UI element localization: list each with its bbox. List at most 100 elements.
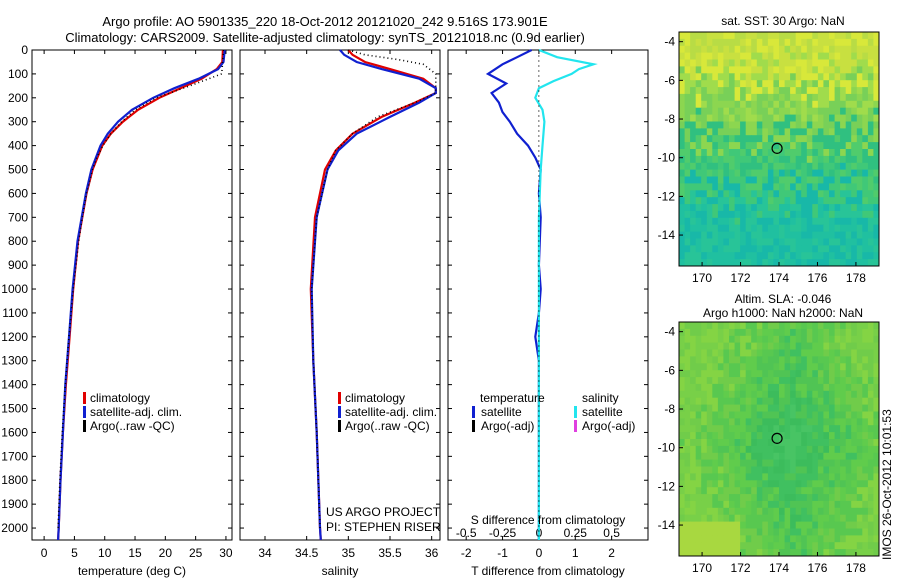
map-cell [690, 342, 697, 350]
map-cell [856, 322, 863, 330]
map-cell [801, 224, 808, 232]
map-cell [767, 542, 774, 550]
map-cell [801, 176, 808, 184]
map-cell [779, 397, 785, 405]
map-cell [745, 335, 752, 344]
map-cell [801, 114, 808, 122]
map-cell [845, 155, 852, 164]
map-cell [751, 356, 758, 364]
map-cell [840, 169, 847, 177]
map-cell [701, 204, 708, 212]
map-cell [740, 252, 747, 260]
map-cell [684, 411, 691, 419]
map-cell [801, 66, 808, 74]
y-tick-label: 2000 [1, 521, 28, 535]
map-cell [723, 238, 730, 246]
map-cell [806, 535, 813, 543]
map-cell [806, 370, 813, 378]
map-cell [695, 480, 702, 488]
map-cell [806, 335, 813, 344]
map-cell [679, 210, 685, 219]
map-cell [845, 66, 852, 74]
map-cell [679, 59, 685, 67]
map-cell [790, 377, 797, 385]
map-cell [762, 425, 769, 433]
map-cell [679, 183, 685, 191]
map-cell [812, 135, 819, 143]
map-cell [790, 480, 797, 488]
map-cell [834, 473, 841, 481]
map-cell [867, 521, 874, 529]
map-cell [779, 176, 785, 184]
map-cell [812, 322, 819, 330]
map-cell [851, 500, 858, 509]
map-cell [740, 100, 747, 109]
map-cell [729, 107, 735, 115]
map-cell [734, 528, 741, 536]
map-cell [817, 224, 824, 232]
map-cell [801, 135, 808, 143]
map-cell [756, 549, 763, 557]
map-y-tick-label: -6 [664, 73, 675, 87]
map-cell [840, 425, 847, 433]
map-cell [762, 190, 769, 198]
map-cell [806, 342, 813, 350]
map-cell [845, 459, 852, 467]
map-cell [823, 149, 830, 157]
map-cell [706, 390, 713, 399]
map-cell [723, 466, 730, 474]
map-cell [834, 425, 841, 433]
map-cell [779, 549, 785, 557]
map-cell [745, 190, 752, 198]
map-cell [862, 397, 869, 405]
map-cell [867, 390, 874, 399]
map-cell [695, 259, 702, 267]
map-cell [840, 135, 847, 143]
map-cell [756, 93, 763, 102]
map-cell [845, 149, 852, 157]
map-cell [712, 121, 719, 129]
map-cell [729, 328, 735, 337]
map-cell [723, 100, 730, 109]
map-cell [729, 259, 735, 267]
map-cell [773, 473, 780, 481]
map-cell [756, 452, 763, 461]
map-cell [740, 363, 747, 371]
map-cell [806, 356, 813, 364]
map-cell [690, 210, 697, 219]
map-cell [751, 121, 758, 129]
map-cell [817, 514, 824, 522]
map-cell [767, 183, 774, 191]
map-cell [784, 183, 791, 191]
map-cell [690, 383, 697, 392]
map-cell [817, 252, 824, 260]
map-cell [812, 549, 819, 557]
map-cell [740, 328, 747, 337]
map-cell [712, 404, 719, 412]
map-cell [817, 162, 824, 171]
map-cell [867, 38, 874, 47]
map-cell [706, 528, 713, 536]
map-cell [862, 452, 869, 461]
map-cell [740, 432, 747, 440]
map-cell [717, 149, 724, 157]
map-cell [829, 231, 835, 239]
map-cell [806, 363, 813, 371]
map-cell [756, 500, 763, 509]
map-cell [840, 155, 847, 164]
map-cell [806, 459, 813, 467]
map-cell [729, 135, 735, 143]
map-cell [856, 445, 863, 454]
map-cell [784, 210, 791, 219]
map-cell [856, 514, 863, 522]
map-cell [806, 52, 813, 60]
map-cell [834, 439, 841, 447]
map-cell [773, 322, 780, 330]
map-cell [684, 238, 691, 246]
map-cell [829, 404, 835, 412]
map-cell [706, 418, 713, 426]
map-cell [756, 107, 763, 115]
map-cell [795, 121, 802, 129]
map-cell [862, 487, 869, 495]
map-cell [723, 432, 730, 440]
